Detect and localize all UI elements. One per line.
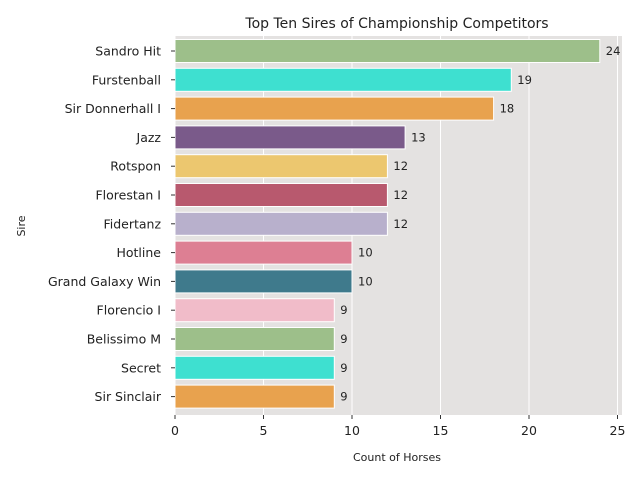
category-label: Secret — [121, 360, 161, 375]
category-label: Rotspon — [110, 159, 161, 174]
category-label: Florencio I — [97, 303, 161, 318]
data-label: 9 — [340, 332, 347, 346]
category-label: Fidertanz — [103, 216, 161, 231]
x-tick-label: 15 — [433, 423, 449, 438]
bar — [174, 154, 388, 179]
bar — [174, 67, 512, 92]
bar — [174, 384, 335, 409]
category-labels: Sandro Hit Furstenball Sir Donnerhall I Jaz… — [48, 44, 175, 404]
x-tick-label: 10 — [344, 423, 360, 438]
bar — [174, 240, 353, 265]
bar — [174, 269, 353, 294]
chart-title: Top Ten Sires of Championship Competitor… — [244, 16, 548, 32]
bar — [174, 96, 495, 121]
x-axis-label: Count of Horses — [353, 451, 441, 464]
x-axis-ticks: 0 5 10 15 20 25 — [171, 415, 625, 438]
bar — [174, 39, 601, 63]
data-label: 19 — [517, 73, 532, 87]
bar — [174, 183, 388, 207]
category-label: Florestan I — [95, 188, 161, 203]
bar — [174, 125, 406, 150]
x-tick-label: 0 — [171, 423, 179, 438]
data-label: 12 — [393, 217, 408, 231]
data-label: 10 — [358, 246, 373, 260]
data-label: 12 — [393, 159, 408, 173]
category-label: Belissimo M — [87, 332, 161, 347]
category-label: Jazz — [136, 130, 162, 145]
bar — [174, 211, 388, 236]
data-label: 10 — [358, 274, 373, 288]
data-label: 12 — [393, 188, 408, 202]
category-label: Sandro Hit — [95, 44, 161, 59]
data-label: 9 — [340, 390, 347, 404]
category-label: Grand Galaxy Win — [48, 274, 161, 289]
bar — [174, 327, 335, 351]
data-labels: 24 19 18 13 12 12 12 10 10 9 9 9 9 — [340, 44, 620, 404]
x-tick-label: 5 — [260, 423, 268, 438]
x-tick-label: 20 — [521, 423, 537, 438]
data-label: 18 — [500, 102, 515, 116]
bar — [174, 298, 335, 323]
category-label: Sir Donnerhall I — [65, 101, 161, 116]
x-tick-label: 25 — [610, 423, 626, 438]
data-label: 13 — [411, 130, 426, 144]
data-label: 9 — [340, 303, 347, 317]
bar — [174, 355, 335, 380]
category-label: Furstenball — [92, 72, 161, 87]
category-label: Hotline — [116, 245, 161, 260]
data-label: 9 — [340, 361, 347, 375]
category-label: Sir Sinclair — [95, 389, 162, 404]
data-label: 24 — [606, 44, 621, 58]
y-axis-label: Sire — [15, 215, 28, 236]
